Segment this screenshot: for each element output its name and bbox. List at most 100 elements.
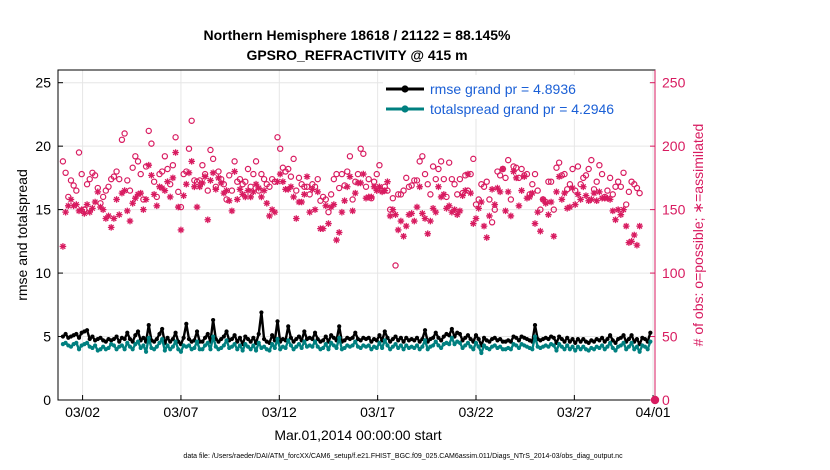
obs-assimilated-point [448, 208, 456, 216]
totalspread-point [93, 343, 98, 348]
obs-possible-point [531, 170, 539, 178]
totalspread-point [551, 343, 556, 348]
obs-possible-point [392, 262, 399, 269]
obs-assimilated-point [287, 183, 295, 191]
obs-possible-point [609, 191, 616, 198]
totalspread-point [425, 347, 430, 352]
obs-possible-point [175, 188, 182, 196]
rmse-point [135, 329, 141, 334]
obs-assimilated-point [191, 183, 198, 191]
rmse-point [430, 335, 436, 340]
obs-possible-point [78, 170, 85, 178]
obs-possible-point [303, 183, 311, 190]
obs-assimilated-point [228, 207, 236, 215]
totalspread-point [398, 343, 403, 348]
obs-assimilated-point [488, 186, 496, 193]
obs-assimilated-point [486, 212, 493, 220]
totalspread-point [621, 340, 626, 345]
rmse-point [465, 333, 471, 338]
obs-possible-point [335, 184, 343, 192]
obs-zero-marker [650, 395, 660, 405]
obs-assimilated-point [346, 173, 354, 180]
obs-possible-point [395, 191, 402, 198]
obs-possible-point [260, 175, 268, 183]
legend-rmse-label: rmse grand pr = 4.8936 [430, 81, 576, 97]
obs-possible-point [322, 196, 329, 203]
totalspread-point [436, 343, 441, 348]
obs-possible-point [247, 183, 254, 190]
obs-possible-point [389, 194, 397, 202]
legend-rmse-swatch-marker [401, 85, 409, 93]
rmse-point [404, 335, 409, 340]
totalspread-point [157, 340, 162, 345]
rmse-point [270, 333, 275, 338]
totalspread-point [125, 340, 130, 345]
totalspread-point [608, 340, 613, 345]
rmse-point [626, 336, 631, 342]
obs-possible-point [534, 187, 541, 194]
obs-assimilated-point [64, 202, 72, 210]
obs-assimilated-point [435, 183, 442, 191]
obs-assimilated-point [394, 226, 402, 234]
totalspread-point [312, 339, 318, 344]
x-axis-label: Mar.01,2014 00:00:00 start [274, 427, 441, 443]
totalspread-point [294, 344, 299, 349]
obs-assimilated-point [494, 184, 501, 192]
obs-assimilated-point [161, 187, 169, 194]
obs-possible-point [145, 127, 152, 135]
obs-assimilated-point [467, 189, 474, 197]
legend: rmse grand pr = 4.8936 totalspread grand… [383, 75, 649, 119]
rmse-point [323, 334, 328, 339]
totalspread-point [433, 339, 438, 344]
left-tick-label: 20 [35, 138, 51, 154]
obs-assimilated-point [201, 173, 209, 180]
obs-assimilated-point [279, 178, 287, 185]
totalspread-point [219, 345, 224, 351]
rmse-point [98, 335, 103, 340]
obs-possible-point [204, 187, 211, 194]
obs-assimilated-point [223, 187, 230, 194]
obs-possible-point [124, 177, 131, 184]
obs-assimilated-point [107, 224, 115, 231]
rmse-point [331, 335, 336, 340]
obs-possible-point [604, 187, 611, 194]
rmse-point [463, 335, 468, 340]
totalspread-point [202, 343, 208, 348]
totalspread-point [288, 343, 294, 348]
obs-possible-point [293, 187, 300, 194]
obs-assimilated-point [368, 193, 375, 201]
obs-possible-point [502, 174, 509, 182]
obs-possible-point [376, 161, 383, 169]
totalspread-point [323, 342, 328, 347]
totalspread-point [229, 344, 235, 349]
obs-possible-point [266, 183, 273, 190]
obs-assimilated-point [563, 205, 571, 212]
obs-assimilated-point [376, 183, 383, 191]
obs-possible-point [483, 178, 490, 185]
obs-assimilated-point [132, 194, 139, 202]
obs-assimilated-point [236, 186, 244, 193]
totalspread-point [559, 344, 564, 349]
obs-assimilated-point [81, 210, 88, 217]
obs-possible-point [236, 175, 244, 183]
totalspread-point [634, 344, 640, 349]
rmse-point [103, 339, 108, 344]
totalspread-point [468, 344, 473, 349]
obs-assimilated-point [472, 215, 480, 222]
rmse-point [194, 329, 200, 334]
obs-assimilated-point [113, 196, 120, 203]
obs-assimilated-point [306, 208, 313, 216]
obs-assimilated-point [539, 196, 547, 203]
obs-possible-point [451, 181, 458, 188]
obs-possible-point [169, 161, 177, 169]
obs-assimilated-point [258, 193, 265, 201]
obs-possible-point [75, 149, 83, 156]
obs-assimilated-point [604, 194, 611, 202]
obs-possible-point [445, 159, 453, 166]
obs-assimilated-point [134, 191, 142, 198]
obs-assimilated-point [263, 199, 271, 207]
obs-possible-point [362, 183, 370, 190]
obs-assimilated-point [456, 207, 464, 215]
obs-assimilated-point [389, 206, 397, 213]
obs-assimilated-point [94, 188, 102, 196]
